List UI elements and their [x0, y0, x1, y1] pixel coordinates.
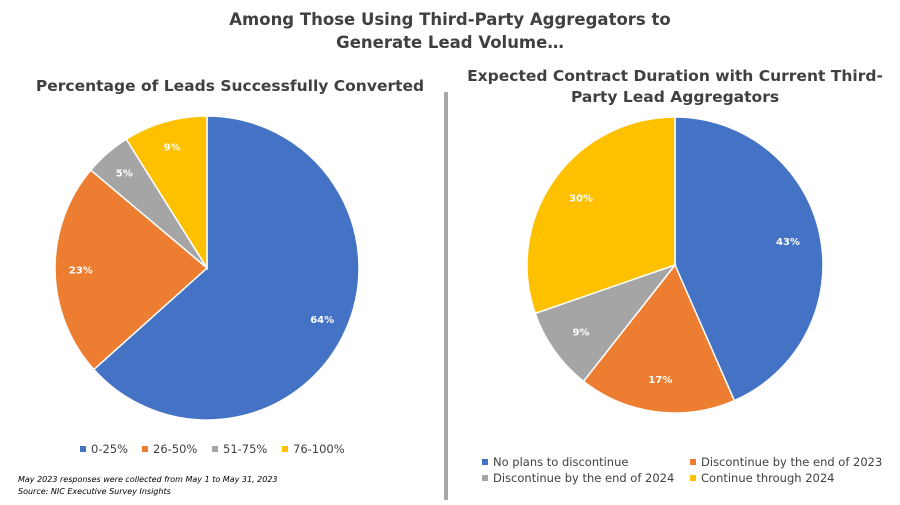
- right-legend-item-0: No plans to discontinue: [482, 455, 628, 469]
- left-legend-swatch-3: [282, 445, 288, 452]
- left-legend-item-2: 51-75%: [212, 442, 267, 456]
- right-pie-slice-2: [534, 263, 678, 383]
- right-legend-item-2: Discontinue by the end of 2024: [482, 471, 674, 485]
- right-legend-label-2: Discontinue by the end of 2024: [493, 471, 675, 485]
- right-legend-swatch-0: [482, 458, 488, 465]
- right-pie-slice-label-1: 17%: [648, 375, 672, 386]
- main-title-line1: Among Those Using Third-Party Aggregator…: [229, 10, 671, 29]
- left-legend-swatch-2: [212, 445, 218, 452]
- left-legend-swatch-1: [142, 445, 148, 452]
- right-legend-label-3: Continue through 2024: [701, 471, 835, 485]
- main-title-line2: Generate Lead Volume…: [336, 33, 564, 52]
- left-pie-slice-label-3: 9%: [164, 142, 181, 153]
- left-legend-label-0: 0-25%: [91, 442, 129, 456]
- right-legend-swatch-3: [690, 474, 696, 481]
- right-chart-title: Expected Contract Duration with Current …: [460, 66, 890, 108]
- chart-divider: [444, 92, 448, 500]
- left-legend-swatch-0: [80, 445, 86, 452]
- right-legend-item-1: Discontinue by the end of 2023: [690, 455, 882, 469]
- right-chart-title-line2: Party Lead Aggregators: [570, 88, 780, 106]
- right-legend-swatch-1: [690, 458, 696, 465]
- left-legend-label-3: 76-100%: [293, 442, 345, 456]
- left-legend-label-2: 51-75%: [223, 442, 268, 456]
- left-pie-slice-label-1: 23%: [69, 265, 93, 276]
- right-legend-swatch-2: [482, 474, 488, 481]
- left-pie-slice-0: [92, 115, 360, 421]
- left-pie-slice-1: [54, 169, 209, 371]
- left-pie-chart: 64% 23% 5% 9%: [54, 115, 360, 421]
- right-pie-slice-3: [526, 116, 676, 315]
- footnote-collection-dates: May 2023 responses were collected from M…: [18, 475, 278, 484]
- main-title: Among Those Using Third-Party Aggregator…: [0, 8, 900, 54]
- left-legend-item-1: 26-50%: [142, 442, 197, 456]
- left-chart-title: Percentage of Leads Successfully Convert…: [35, 77, 425, 95]
- left-legend-label-1: 26-50%: [153, 442, 198, 456]
- right-legend-label-0: No plans to discontinue: [493, 455, 629, 469]
- right-pie-slice-label-3: 30%: [569, 194, 593, 205]
- footnote-source: Source: NIC Executive Survey Insights: [18, 487, 171, 496]
- left-legend-item-3: 76-100%: [282, 442, 345, 456]
- right-pie-slice-label-0: 43%: [776, 237, 800, 248]
- right-legend-item-3: Continue through 2024: [690, 471, 834, 485]
- right-pie-slice-1: [582, 263, 736, 414]
- right-pie-chart: 43% 17% 9% 30%: [526, 116, 824, 414]
- left-legend-item-0: 0-25%: [80, 442, 128, 456]
- left-pie-slice-3: [125, 115, 208, 271]
- right-pie-slice-0: [674, 116, 824, 402]
- left-pie-slice-label-0: 64%: [310, 315, 334, 326]
- right-pie-slice-label-2: 9%: [572, 327, 589, 338]
- right-legend-label-1: Discontinue by the end of 2023: [701, 455, 883, 469]
- right-chart-title-line1: Expected Contract Duration with Current …: [467, 67, 883, 85]
- left-pie-slice-label-2: 5%: [116, 168, 133, 179]
